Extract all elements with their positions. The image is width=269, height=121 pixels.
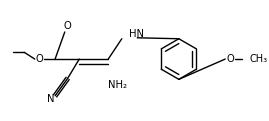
Text: N: N — [47, 94, 54, 104]
Text: CH₃: CH₃ — [249, 54, 267, 64]
Text: O: O — [64, 21, 72, 31]
Text: O: O — [36, 54, 44, 64]
Text: NH₂: NH₂ — [108, 80, 128, 90]
Text: O: O — [226, 54, 234, 64]
Text: HN: HN — [129, 29, 144, 39]
